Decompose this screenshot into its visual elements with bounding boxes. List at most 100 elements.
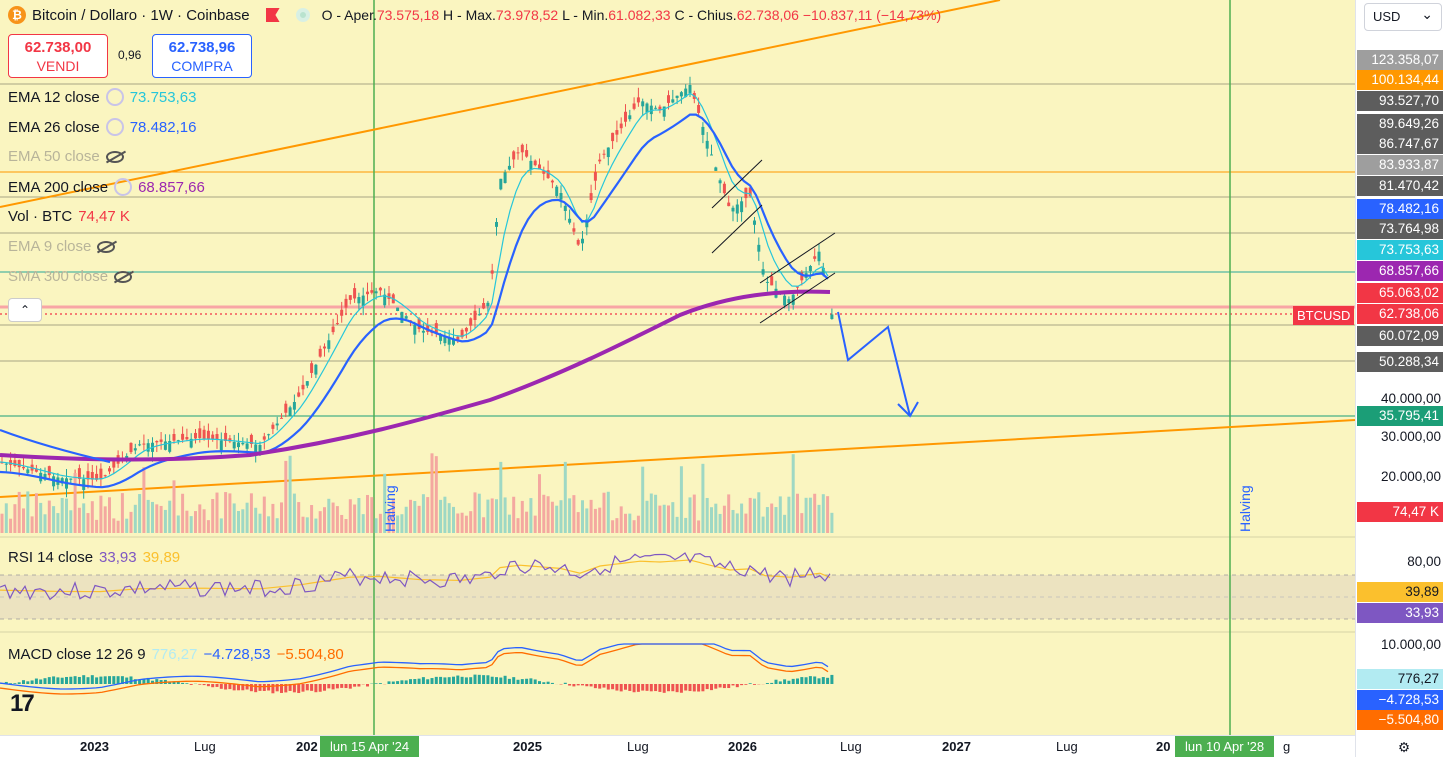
candle-body: [155, 441, 159, 443]
indicator-legend-6[interactable]: SMA 300 close: [8, 268, 133, 285]
macd-hist-bar: [778, 681, 782, 684]
volume-bar: [808, 497, 812, 533]
macd-hist-bar: [374, 683, 378, 684]
collapse-legend-button[interactable]: ⌃: [8, 298, 42, 322]
volume-bar: [383, 473, 387, 533]
candle-body: [378, 287, 382, 291]
indicator-label: Vol · BTC: [8, 208, 73, 225]
candle-body: [103, 475, 107, 477]
volume-bar: [202, 509, 206, 533]
volume-bar: [219, 518, 223, 533]
candle-body: [34, 468, 38, 472]
indicator-legend-5[interactable]: EMA 9 close: [8, 238, 116, 255]
volume-bar: [619, 506, 623, 533]
volume-bar: [572, 495, 576, 533]
candle-body: [688, 85, 692, 94]
indicator-legend-2[interactable]: EMA 50 close: [8, 148, 124, 165]
macd-hist-bar: [9, 683, 13, 684]
volume-bar: [791, 454, 795, 533]
candle-body: [271, 424, 275, 429]
candle-body: [765, 281, 769, 283]
buy-button[interactable]: 62.738,96 COMPRA: [152, 34, 252, 78]
hidden-eye-icon[interactable]: [105, 150, 124, 163]
symbol-header[interactable]: ₿ Bitcoin / Dollaro · 1W · Coinbase O - …: [8, 6, 941, 24]
volume-bar: [576, 512, 580, 533]
macd-hist-bar: [722, 684, 726, 689]
candle-body: [249, 434, 253, 444]
candle-body: [615, 130, 619, 135]
macd-hist-bar: [138, 679, 142, 684]
volume-bar: [645, 500, 649, 533]
flag-icon[interactable]: [265, 8, 280, 22]
symbol-title[interactable]: Bitcoin / Dollaro · 1W · Coinbase: [32, 6, 250, 24]
volume-bar: [533, 515, 537, 533]
macd-hist-bar: [813, 676, 817, 684]
rsi-legend[interactable]: RSI 14 close 33,93 39,89: [8, 549, 180, 566]
rsi-ma-value: 39,89: [142, 549, 181, 566]
candle-body: [654, 107, 658, 109]
hidden-eye-icon[interactable]: [97, 240, 116, 253]
volume-bar: [112, 518, 116, 533]
sell-button[interactable]: 62.738,00 VENDI: [8, 34, 108, 78]
macd-hist-bar: [133, 679, 137, 684]
candle-body: [370, 290, 374, 293]
candle-body: [387, 293, 391, 299]
macd-hist-bar: [237, 684, 240, 691]
market-status-icon[interactable]: [295, 8, 310, 22]
macd-hist-bar: [533, 679, 537, 684]
volume-bar: [215, 492, 219, 533]
macd-hist-bar: [30, 680, 34, 684]
candle-body: [585, 219, 589, 228]
candle-body: [292, 402, 296, 410]
volume-bar: [331, 502, 335, 533]
candle-body: [697, 105, 701, 113]
indicator-label: EMA 200 close: [8, 178, 109, 196]
indicator-source-icon[interactable]: [114, 178, 133, 196]
volume-bar: [443, 496, 447, 533]
candle-body: [194, 432, 197, 439]
volume-bar: [133, 504, 137, 533]
macd-hist-bar: [4, 681, 8, 684]
candle-body: [168, 441, 172, 452]
macd-hist-bar: [602, 684, 606, 688]
volume-bar: [168, 500, 172, 533]
volume-bar: [581, 500, 584, 533]
volume-bar: [77, 507, 81, 533]
indicator-legend-1[interactable]: EMA 26 close 78.482,16: [8, 118, 196, 136]
volume-bar: [249, 493, 253, 533]
macd-hist-bar: [542, 682, 546, 684]
candle-body: [542, 170, 546, 174]
volume-bar: [499, 461, 503, 533]
indicator-source-icon[interactable]: [105, 88, 124, 106]
candle-body: [112, 460, 116, 468]
rsi-label: RSI 14 close: [8, 549, 94, 566]
macd-legend[interactable]: MACD close 12 26 9 776,27 −4.728,53 −5.5…: [8, 646, 344, 663]
volume-bar: [245, 502, 249, 533]
time-axis[interactable]: 2023 Lug 202 2025 Lug 2026 Lug 2027 Lug 20 g lun 15…: [0, 735, 1355, 757]
macd-hist-bar: [271, 684, 275, 694]
candle-body: [108, 468, 111, 472]
indicator-legend-0[interactable]: EMA 12 close 73.753,63: [8, 88, 196, 106]
indicator-legend-3[interactable]: EMA 200 close 68.857,66: [8, 178, 205, 196]
currency-select[interactable]: USD: [1364, 3, 1442, 31]
volume-bar: [439, 499, 443, 533]
candle-body: [206, 430, 210, 439]
indicator-legend-4[interactable]: Vol · BTC 74,47 K: [8, 208, 130, 225]
chart-area[interactable]: ₿ Bitcoin / Dollaro · 1W · Coinbase O - …: [0, 0, 1355, 735]
volume-bar: [538, 474, 541, 533]
candle-body: [176, 440, 180, 442]
macd-hist-bar: [684, 684, 688, 691]
hidden-eye-icon[interactable]: [114, 270, 133, 283]
macd-hist-bar: [90, 675, 94, 684]
volume-bar: [426, 497, 430, 533]
candle-body: [821, 267, 825, 276]
price-label: 73.753,63: [1357, 240, 1443, 260]
price-label: 35.795,41: [1357, 406, 1443, 426]
macd-hist-bar: [249, 684, 253, 692]
settings-gear-icon[interactable]: ⚙: [1398, 740, 1411, 755]
tradingview-logo[interactable]: 17: [10, 690, 35, 717]
indicator-source-icon[interactable]: [105, 118, 124, 136]
chart-canvas[interactable]: [0, 0, 1355, 735]
volume-bar: [271, 503, 275, 533]
